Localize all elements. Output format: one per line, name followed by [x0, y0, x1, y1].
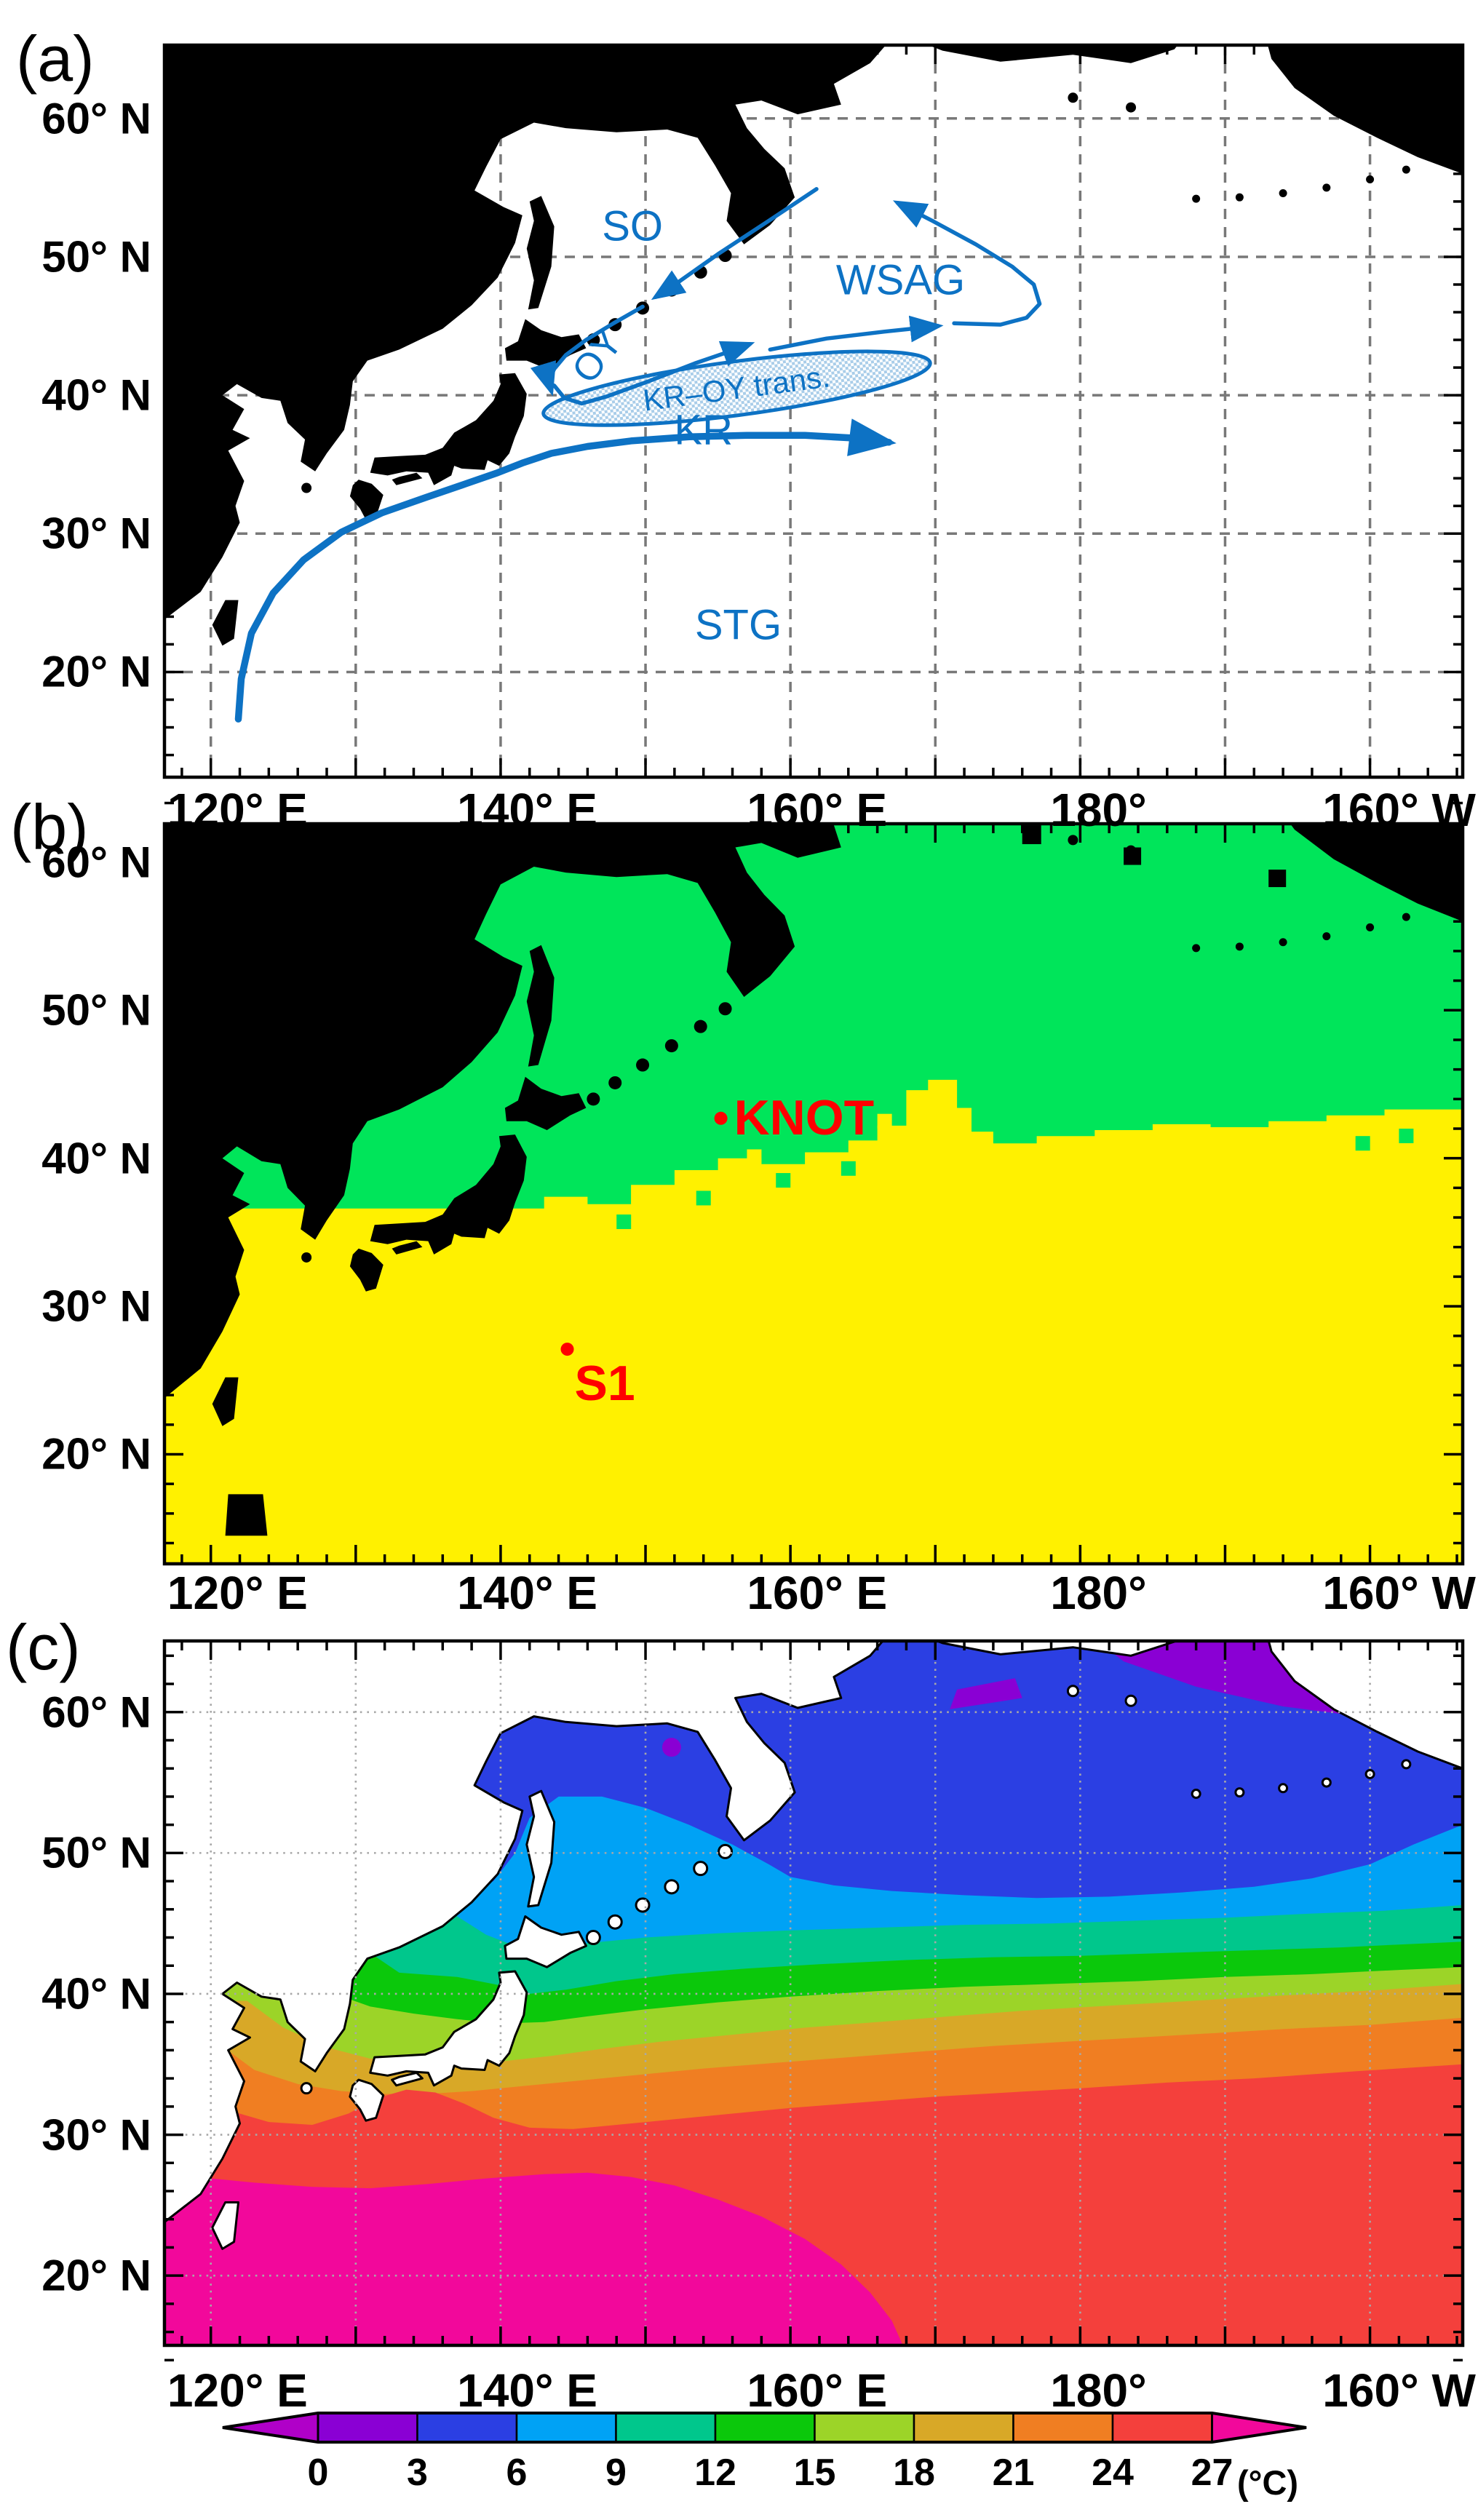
x-tick-label-a-0: 120° E — [167, 784, 308, 836]
wsag-label: WSAG — [835, 256, 966, 304]
y-tick-label-b-0: 60° N — [41, 838, 151, 887]
colorbar-tick-0: 0 — [307, 2452, 329, 2494]
x-tick-label-b-4: 160° W — [1322, 1567, 1476, 1619]
colorbar-tick-27: 27 — [1191, 2452, 1233, 2494]
y-tick-label-a-0: 60° N — [41, 94, 151, 143]
panel-b-letter: (b) — [10, 791, 89, 863]
x-tick-label-a-3: 180° — [1050, 784, 1147, 836]
x-tick-label-c-1: 140° E — [457, 2364, 597, 2417]
y-tick-label-c-2: 40° N — [41, 1969, 151, 2019]
colorbar-tick-18: 18 — [893, 2452, 935, 2494]
y-tick-label-b-2: 40° N — [41, 1134, 151, 1183]
colorbar-tick-24: 24 — [1092, 2452, 1134, 2494]
x-tick-label-c-2: 160° E — [747, 2364, 888, 2417]
y-tick-label-a-2: 40° N — [41, 370, 151, 420]
knot-label: KNOT — [734, 1089, 875, 1145]
x-tick-label-b-3: 180° — [1050, 1567, 1147, 1619]
x-tick-label-c-4: 160° W — [1322, 2364, 1476, 2417]
x-tick-label-b-2: 160° E — [747, 1567, 888, 1619]
so-label: SO — [602, 202, 664, 250]
y-tick-label-c-0: 60° N — [41, 1688, 151, 1737]
x-tick-label-a-2: 160° E — [747, 784, 888, 836]
colorbar-tick-3: 3 — [407, 2452, 428, 2494]
colorbar-tick-21: 21 — [992, 2452, 1035, 2494]
y-tick-label-a-3: 30° N — [41, 509, 151, 558]
x-tick-label-a-1: 140° E — [457, 784, 597, 836]
x-tick-label-c-0: 120° E — [167, 2364, 308, 2417]
y-tick-label-b-1: 50° N — [41, 985, 151, 1035]
kr-label: KR — [674, 406, 733, 454]
colorbar-tick-15: 15 — [793, 2452, 836, 2494]
x-tick-label-b-1: 140° E — [457, 1567, 597, 1619]
colorbar-unit: (°C) — [1237, 2463, 1299, 2502]
stg-label: STG — [694, 601, 782, 649]
x-tick-label-a-4: 160° W — [1322, 784, 1476, 836]
colorbar-tick-6: 6 — [506, 2452, 528, 2494]
x-tick-label-c-3: 180° — [1050, 2364, 1147, 2417]
y-tick-label-c-3: 30° N — [41, 2110, 151, 2160]
colorbar-tick-12: 12 — [694, 2452, 736, 2494]
panel-c-letter: (c) — [6, 1611, 81, 1683]
y-tick-label-b-4: 20° N — [41, 1429, 151, 1479]
y-tick-label-c-1: 50° N — [41, 1828, 151, 1877]
x-tick-label-b-0: 120° E — [167, 1567, 308, 1619]
panel-a-letter: (a) — [16, 23, 95, 95]
y-tick-label-c-4: 20° N — [41, 2251, 151, 2300]
y-tick-label-a-4: 20° N — [41, 647, 151, 696]
y-tick-label-b-3: 30° N — [41, 1281, 151, 1331]
s1-label: S1 — [574, 1356, 635, 1412]
y-tick-label-a-1: 50° N — [41, 232, 151, 282]
colorbar-tick-9: 9 — [605, 2452, 627, 2494]
